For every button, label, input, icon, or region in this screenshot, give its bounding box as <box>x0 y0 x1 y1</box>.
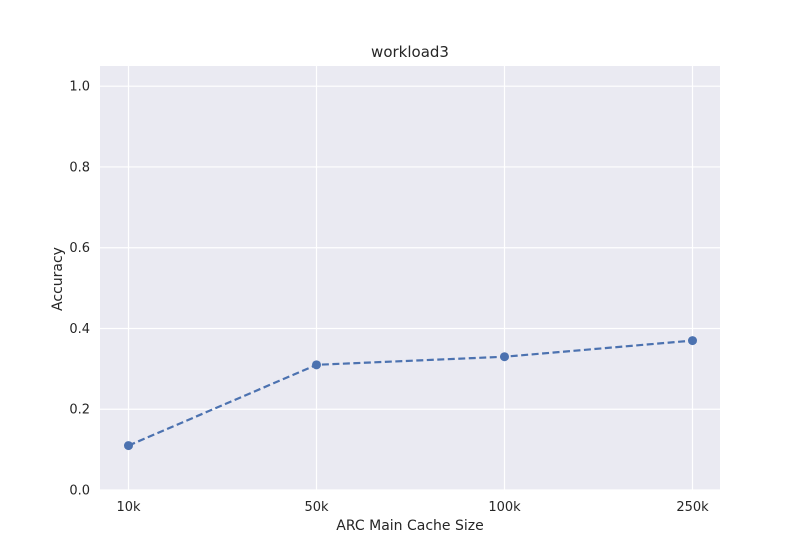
y-tick-label: 0.2 <box>69 403 90 418</box>
plot-area <box>100 66 720 490</box>
x-axis-ticks: 10k 50k 100k 250k <box>116 500 709 515</box>
y-axis-label: Accuracy <box>50 247 66 311</box>
series-layer <box>124 336 697 451</box>
data-point <box>688 336 697 346</box>
x-tick-label: 100k <box>488 500 521 515</box>
y-tick-label: 1.0 <box>69 80 90 95</box>
data-point <box>500 352 509 362</box>
data-point <box>124 441 133 451</box>
chart-title: workload3 <box>371 43 449 61</box>
y-tick-label: 0.8 <box>69 160 90 175</box>
y-tick-label: 0.6 <box>69 241 90 256</box>
y-axis-ticks: 0.0 0.2 0.4 0.6 0.8 1.0 <box>69 80 90 499</box>
x-tick-label: 50k <box>304 500 329 515</box>
x-tick-label: 10k <box>116 500 141 515</box>
data-point <box>312 360 321 370</box>
x-tick-label: 250k <box>676 500 709 515</box>
y-tick-label: 0.4 <box>69 322 90 337</box>
x-axis-label: ARC Main Cache Size <box>336 518 483 534</box>
grid-lines <box>100 66 720 491</box>
y-tick-label: 0.0 <box>69 484 90 499</box>
series-line <box>128 339 693 447</box>
